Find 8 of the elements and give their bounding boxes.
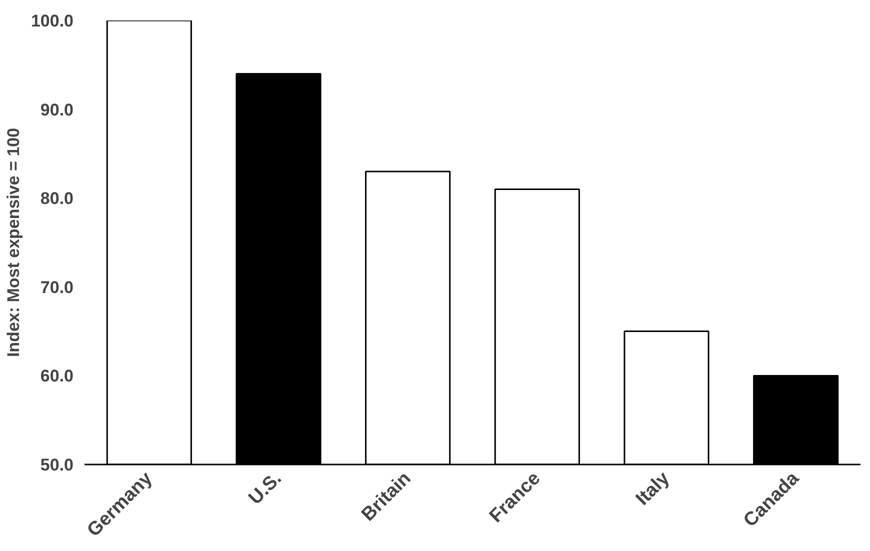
- y-tick-label: 90.0: [40, 100, 74, 120]
- y-tick-label: 100.0: [30, 12, 74, 30]
- x-tick-label: U.S.: [244, 468, 286, 510]
- y-tick-label: 60.0: [40, 366, 74, 386]
- y-tick-label: 70.0: [40, 278, 74, 297]
- y-axis-title: Index: Most expensive = 100: [4, 128, 23, 358]
- y-tick-label: 80.0: [40, 189, 74, 208]
- y-tick-label: 50.0: [40, 456, 74, 474]
